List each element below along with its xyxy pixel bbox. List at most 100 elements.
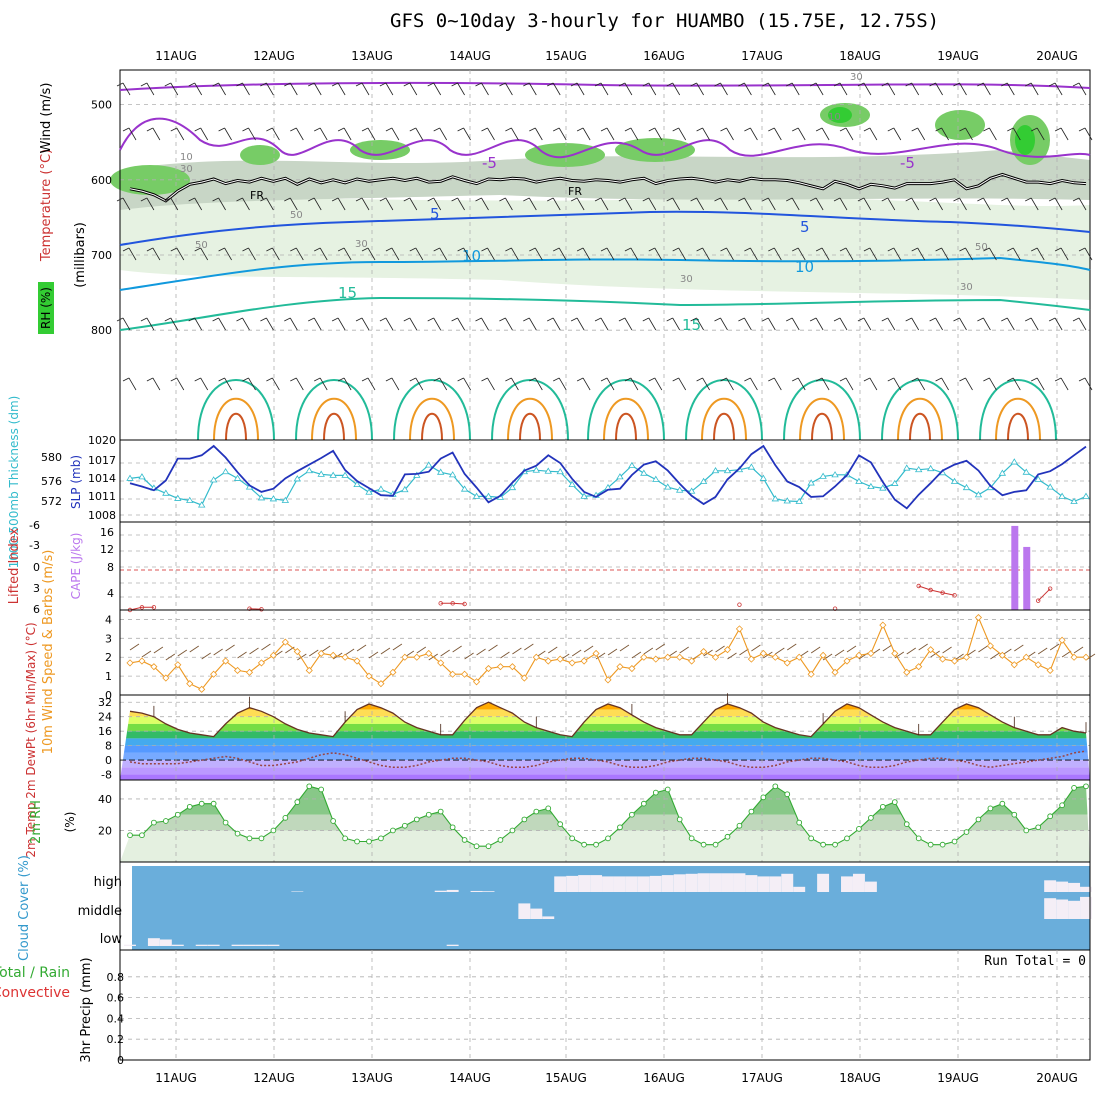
upper-wind-barb-flag [403, 197, 410, 202]
thickness-point [425, 461, 433, 468]
upper-wind-barb [1078, 317, 1087, 331]
upper-wind-barb [552, 82, 561, 96]
upper-wind-barb-flag [355, 82, 363, 87]
upper-wind-barb [343, 127, 352, 141]
upper-wind-barb-flag [146, 127, 154, 132]
upper-wind-barb-flag [361, 377, 369, 382]
upper-wind-barb-flag [260, 317, 267, 322]
date-label-bottom: 16AUG [643, 1071, 685, 1085]
temp-contour-5 [119, 210, 1091, 246]
upper-wind-barb [367, 127, 376, 141]
upper-wind-barb-flag [1001, 197, 1008, 202]
upper-wind-barb [433, 317, 442, 331]
surface-wind-barb [1014, 644, 1024, 652]
rh2m-point [1011, 811, 1018, 818]
slp-tick-label: 1017 [88, 454, 116, 467]
upper-wind-barb-flag [553, 377, 560, 382]
temp-lobe-teal [295, 379, 373, 441]
precip-tick-label: 0.6 [107, 992, 125, 1005]
upper-wind-barb [1084, 377, 1093, 391]
temp-band [120, 731, 1090, 739]
thickness-point [998, 469, 1007, 476]
upper-wind-barb-flag [815, 247, 823, 252]
upper-wind-barb-flag [977, 82, 984, 87]
cloud-high-bar [817, 873, 830, 892]
thickness-point [209, 476, 218, 483]
rh2m-point [999, 800, 1006, 807]
upper-wind-barb-flag [116, 317, 124, 322]
wind-speed-point [1058, 636, 1066, 644]
upper-wind-barb [361, 317, 370, 331]
cape-bar [1011, 525, 1019, 610]
temp-lobe-teal [783, 379, 861, 441]
upper-wind-barb-flag [618, 82, 626, 87]
upper-wind-barb-flag [505, 377, 512, 382]
upper-wind-barb-flag [308, 317, 315, 322]
wind-speed-point [783, 659, 791, 667]
upper-wind-barb-flag [337, 377, 345, 382]
upper-wind-barb [295, 127, 304, 141]
wind-speed-point [867, 649, 875, 658]
upper-wind-barb-flag [523, 82, 530, 87]
upper-wind-barb-flag [475, 317, 482, 322]
upper-wind-barb-flag [672, 377, 679, 382]
upper-wind-barb [528, 317, 537, 331]
upper-wind-barb [385, 317, 394, 331]
rh2m-point [1071, 785, 1077, 791]
upper-wind-barb-flag [337, 127, 345, 132]
surface-wind-barb [213, 648, 223, 656]
temp-lobe-red [323, 412, 345, 441]
upper-wind-barb [965, 247, 973, 261]
upper-wind-barb [122, 197, 131, 211]
upper-wind-barb [224, 247, 232, 261]
upper-wind-barb-flag [457, 377, 464, 382]
upper-wind-barb-flag [409, 247, 416, 252]
upper-wind-barb-flag [427, 317, 434, 322]
temp-tick-label: 24 [98, 711, 112, 724]
rh2m-point [640, 800, 647, 807]
upper-wind-barb [821, 247, 830, 261]
upper-wind-barb-flag [140, 317, 148, 322]
upper-wind-barb [576, 197, 585, 211]
surface-wind-barb [715, 645, 725, 653]
rh2m-unit: (%) [63, 812, 77, 833]
rh2m-point [676, 816, 683, 823]
surface-wind-barb [237, 651, 247, 659]
upper-wind-barb-flag [433, 377, 440, 382]
temp-band [120, 745, 1090, 753]
upper-wind-barb-flag [1048, 82, 1056, 87]
slp-tick-label: 1011 [88, 490, 116, 503]
cloud-low-bar [446, 944, 459, 946]
thickness-point [556, 467, 564, 475]
rh2m-point [533, 808, 540, 815]
upper-wind-barb [487, 377, 495, 391]
wind-speed-point [604, 676, 612, 684]
upper-wind-barb-flag [242, 127, 249, 132]
wind-speed-point [484, 664, 493, 673]
upper-wind-barb-flag [475, 197, 482, 202]
temp-lobe-teal [491, 379, 569, 441]
wind-tick-label: 2 [105, 651, 112, 664]
rh2m-point [652, 789, 659, 796]
upper-wind-barb-flag [385, 127, 393, 132]
upper-wind-barb [893, 127, 902, 141]
upper-wind-barb [481, 317, 489, 331]
upper-wind-barb-flag [744, 127, 751, 132]
upper-wind-barb [815, 197, 824, 211]
cloud-low-bar [124, 944, 136, 946]
upper-wind-barb [295, 377, 304, 391]
upper-wind-barb [152, 377, 161, 391]
temp-tick-label: 0 [105, 754, 112, 767]
date-label-top: 12AUG [253, 49, 295, 63]
thickness-point [329, 471, 337, 478]
upper-wind-barb-flag [1078, 377, 1086, 382]
thickness-point [221, 467, 230, 475]
wind-speed-point [927, 646, 935, 654]
cloud-middle-bar [518, 903, 531, 919]
rh2m-point [186, 803, 193, 810]
upper-wind-barb [797, 247, 806, 261]
cloud-high-bar [793, 886, 806, 892]
upper-wind-barb-flag [714, 317, 721, 322]
wind-speed-point [1046, 666, 1054, 675]
